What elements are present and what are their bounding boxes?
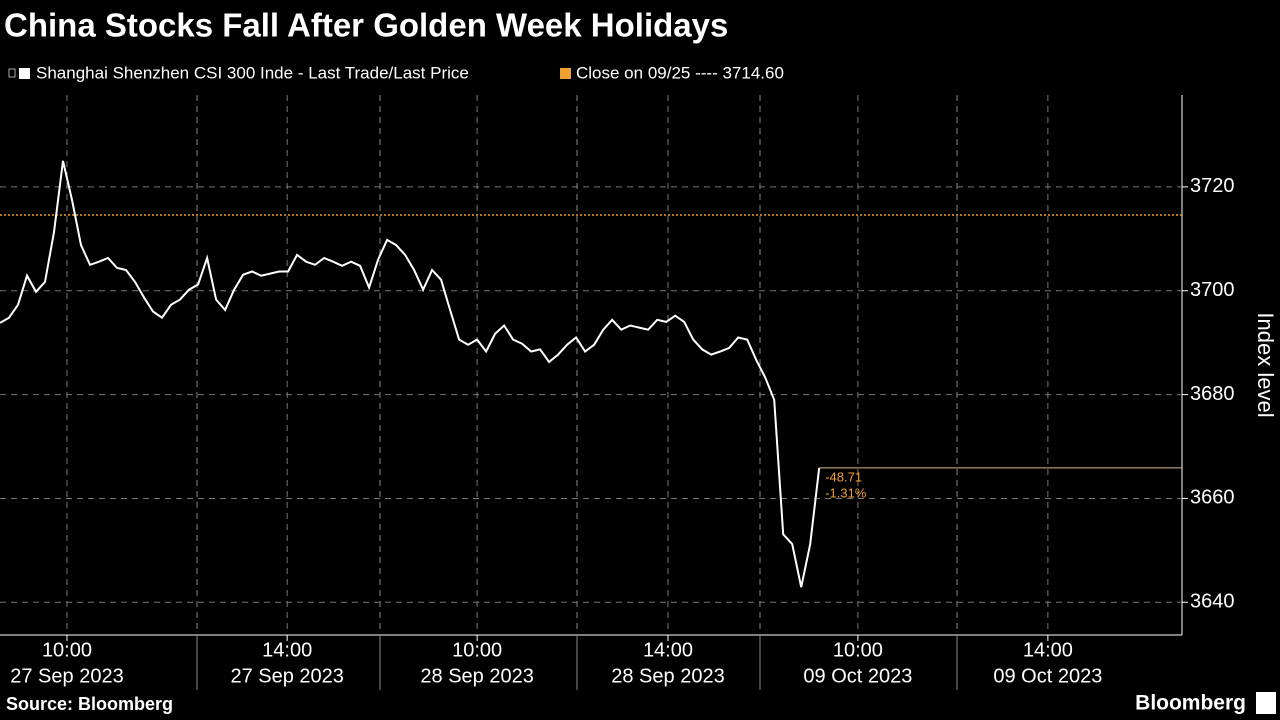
y-tick-label: 3700 [1190, 279, 1235, 301]
x-tick-label: 14:00 [262, 639, 312, 661]
x-date-label: 09 Oct 2023 [803, 665, 912, 687]
x-tick-label: 10:00 [452, 639, 502, 661]
chart-title: China Stocks Fall After Golden Week Holi… [4, 7, 728, 44]
line [0, 160, 821, 588]
brand-icon [1256, 692, 1276, 714]
x-tick-label: 14:00 [1023, 639, 1073, 661]
brand: Bloomberg [1135, 692, 1246, 715]
y-axis-label: Index level [1253, 312, 1278, 417]
x-date-label: 27 Sep 2023 [10, 665, 123, 687]
x-tick-label: 10:00 [833, 639, 883, 661]
change-label: -48.71 [825, 469, 862, 484]
y-tick-label: 3640 [1190, 591, 1235, 613]
x-date-label: 09 Oct 2023 [993, 665, 1102, 687]
x-date-label: 28 Sep 2023 [611, 665, 724, 687]
legend-swatch [560, 68, 571, 79]
y-tick-label: 3680 [1190, 383, 1235, 405]
x-tick-label: 10:00 [42, 639, 92, 661]
x-date-label: 28 Sep 2023 [420, 665, 533, 687]
legend-swatch [19, 68, 30, 79]
legend-label: Shanghai Shenzhen CSI 300 Inde - Last Tr… [36, 63, 469, 82]
source: Source: Bloomberg [6, 694, 173, 714]
x-tick-label: 14:00 [643, 639, 693, 661]
y-tick-label: 3660 [1190, 487, 1235, 509]
x-date-label: 27 Sep 2023 [230, 665, 343, 687]
session-separators [196, 95, 958, 690]
y-tick-label: 3720 [1190, 175, 1235, 197]
change-label: -1.31% [825, 485, 867, 500]
legend-icon [8, 68, 16, 78]
legend-label: Close on 09/25 ---- 3714.60 [576, 63, 784, 82]
